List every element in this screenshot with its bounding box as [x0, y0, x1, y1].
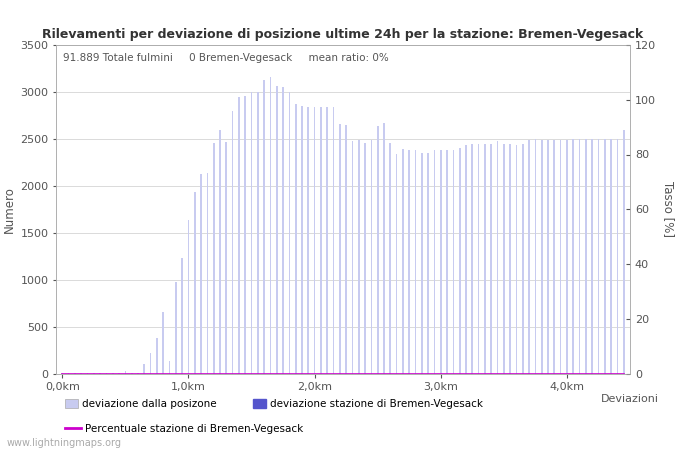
Bar	[213, 143, 215, 374]
Bar	[276, 86, 278, 374]
Bar	[370, 140, 372, 373]
Bar	[497, 141, 498, 373]
Bar	[188, 220, 189, 374]
Bar	[573, 139, 574, 374]
Bar	[383, 123, 385, 374]
Bar	[547, 140, 549, 373]
Bar	[414, 150, 416, 374]
Bar	[484, 144, 486, 374]
Bar	[402, 149, 404, 374]
Bar	[225, 142, 228, 373]
Bar	[351, 141, 354, 373]
Bar	[433, 150, 435, 374]
Bar	[408, 150, 410, 374]
Bar	[541, 140, 542, 373]
Bar	[301, 106, 303, 374]
Bar	[554, 140, 555, 373]
Bar	[144, 364, 145, 373]
Bar	[358, 140, 360, 373]
Bar	[282, 87, 284, 373]
Bar	[263, 80, 265, 374]
Bar	[295, 104, 297, 374]
Bar	[592, 139, 593, 374]
Bar	[181, 258, 183, 374]
Bar	[535, 139, 536, 374]
Bar	[610, 139, 612, 374]
Bar	[219, 130, 221, 374]
Bar	[339, 124, 341, 374]
Bar	[377, 126, 379, 374]
Bar	[427, 153, 429, 374]
Bar	[617, 139, 618, 374]
Bar	[389, 143, 391, 374]
Bar	[490, 144, 492, 374]
Bar	[175, 283, 176, 374]
Bar	[598, 139, 599, 374]
Bar	[206, 173, 209, 374]
Bar	[566, 140, 568, 373]
Y-axis label: Tasso [%]: Tasso [%]	[662, 181, 676, 237]
Text: Deviazioni: Deviazioni	[601, 394, 659, 404]
Bar	[585, 139, 587, 374]
Bar	[288, 92, 290, 374]
Bar	[446, 150, 448, 374]
Bar	[156, 338, 158, 374]
Bar	[452, 150, 454, 374]
Bar	[232, 111, 234, 374]
Bar	[194, 192, 196, 374]
Bar	[270, 77, 272, 373]
Bar	[623, 130, 624, 374]
Bar	[440, 150, 442, 374]
Bar	[251, 92, 253, 374]
Bar	[503, 144, 505, 374]
Bar	[560, 140, 561, 373]
Bar	[516, 145, 517, 373]
Legend: deviazione dalla posizone, deviazione stazione di Bremen-Vegesack: deviazione dalla posizone, deviazione st…	[61, 395, 487, 413]
Bar	[125, 371, 126, 373]
Bar	[528, 140, 530, 373]
Bar	[421, 153, 423, 374]
Bar	[477, 144, 480, 374]
Text: www.lightningmaps.org: www.lightningmaps.org	[7, 438, 122, 448]
Legend: Percentuale stazione di Bremen-Vegesack: Percentuale stazione di Bremen-Vegesack	[61, 420, 307, 438]
Text: 91.889 Totale fulmini     0 Bremen-Vegesack     mean ratio: 0%: 91.889 Totale fulmini 0 Bremen-Vegesack …	[63, 53, 389, 63]
Bar	[510, 144, 511, 374]
Bar	[326, 107, 328, 374]
Bar	[162, 312, 164, 373]
Bar	[465, 145, 467, 373]
Bar	[332, 107, 335, 374]
Y-axis label: Numero: Numero	[3, 186, 16, 233]
Bar	[314, 107, 316, 374]
Bar	[604, 139, 606, 374]
Bar	[522, 144, 524, 374]
Bar	[257, 92, 259, 374]
Bar	[458, 148, 461, 374]
Bar	[244, 96, 246, 374]
Bar	[320, 107, 322, 374]
Bar	[345, 125, 347, 374]
Bar	[579, 139, 580, 374]
Bar	[395, 154, 398, 374]
Bar	[307, 107, 309, 374]
Bar	[364, 143, 366, 374]
Bar	[150, 353, 151, 374]
Bar	[169, 361, 170, 374]
Bar	[471, 144, 473, 374]
Bar	[238, 97, 240, 374]
Title: Rilevamenti per deviazione di posizione ultime 24h per la stazione: Bremen-Veges: Rilevamenti per deviazione di posizione …	[43, 28, 643, 41]
Bar	[200, 174, 202, 374]
